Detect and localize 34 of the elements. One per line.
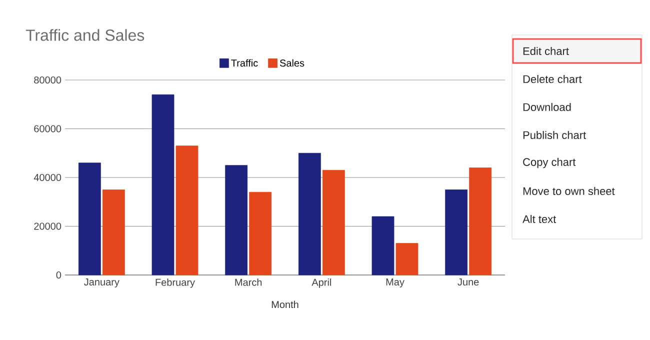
x-axis-title: Month	[272, 300, 298, 308]
x-tick-label: April	[312, 278, 331, 288]
y-tick-label: 60000	[34, 125, 62, 132]
bar	[102, 189, 125, 276]
bar	[469, 168, 492, 276]
bar	[78, 162, 101, 276]
text: Delete chart	[523, 74, 582, 84]
x-tick-label: February	[156, 278, 195, 288]
x-tick-label: March	[235, 278, 262, 286]
bar	[225, 165, 248, 276]
x-tick-label: January	[84, 278, 120, 288]
y-tick-label: 0	[56, 271, 62, 279]
y-tick-label: 40000	[34, 174, 62, 182]
bar	[396, 243, 418, 276]
text: Edit chart	[523, 46, 569, 56]
chart-title: Traffic and Sales	[26, 29, 144, 41]
legend-label: Traffic	[231, 59, 258, 67]
x-tick-label: June	[458, 278, 479, 286]
bar	[249, 192, 272, 276]
text: Download	[523, 102, 571, 112]
bar	[445, 189, 468, 276]
legend-label: Sales	[280, 59, 304, 67]
text: Alt text	[522, 214, 556, 224]
x-tick-label: May	[386, 278, 404, 288]
text: Publish chart	[523, 130, 586, 140]
bar	[176, 146, 198, 276]
bar	[298, 152, 321, 276]
text: Move to own sheet	[523, 186, 615, 196]
y-tick-label: 20000	[34, 222, 62, 230]
bar	[372, 216, 394, 276]
text: Copy chart	[523, 158, 576, 168]
y-tick-label: 80000	[34, 76, 62, 84]
bar	[322, 170, 345, 276]
bar	[152, 94, 174, 276]
